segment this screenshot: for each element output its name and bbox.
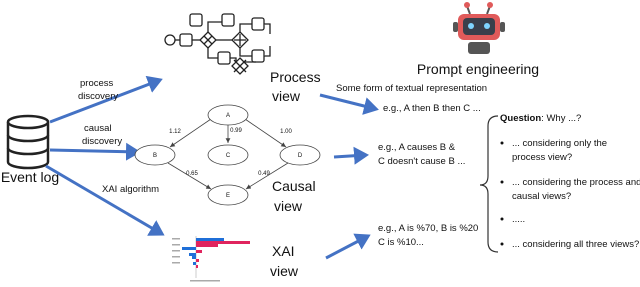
prompt-subtitle: Some form of textual representation (336, 83, 487, 94)
algorithm-label: XAI algorithm (102, 184, 159, 195)
view-label: Process (270, 69, 321, 85)
node-label: A (226, 113, 230, 119)
edge (244, 118, 287, 148)
view-label: view (272, 88, 301, 104)
example-text: C doesn't cause B ... (378, 156, 465, 167)
algorithm-label: discovery (82, 136, 122, 147)
arrow (45, 164, 165, 236)
node (207, 144, 249, 166)
example-text: e.g., A causes B & (378, 142, 456, 153)
edge-label: 1.00 (280, 129, 292, 135)
bullet (500, 180, 504, 184)
algorithm-label: discovery (78, 91, 118, 102)
arrow (49, 75, 163, 124)
arrow (319, 93, 379, 115)
node-label: D (298, 153, 303, 159)
edge-label: 0.49 (258, 171, 270, 177)
question-item: ..... (512, 214, 525, 225)
node-label: C (226, 153, 231, 159)
bullet (500, 242, 504, 246)
robot-icon (453, 2, 505, 54)
edge (169, 118, 212, 148)
example-text: e.g., A then B then C ... (383, 103, 481, 114)
edge (167, 162, 212, 190)
edge (245, 162, 289, 190)
brace (479, 115, 499, 253)
question-text: : Why ...? (541, 113, 581, 124)
prompt-title: Prompt engineering (417, 61, 539, 77)
view-label: Causal (272, 178, 316, 194)
edge-label: 1.12 (169, 129, 181, 135)
causal-graph: A B C D E 1.12 0.99 1.00 0.65 0.49 (134, 104, 321, 206)
arrow (49, 142, 141, 161)
node (207, 104, 249, 126)
question-item: ... considering all three views? (512, 239, 639, 250)
view-label: view (270, 263, 299, 279)
algorithm-label: process (80, 78, 114, 89)
question-item: ... considering only the (512, 138, 607, 149)
question-item: causal views? (512, 191, 571, 202)
arrow (325, 233, 371, 260)
algorithm-label: causal (84, 123, 111, 134)
example-text: C is %10... (378, 237, 424, 248)
example-text: e.g., A is %70, B is %20 (378, 223, 478, 234)
bullet (500, 141, 504, 145)
database-icon (6, 114, 50, 170)
question-item: process view? (512, 152, 572, 163)
view-label: XAI (272, 243, 295, 259)
arrow (333, 146, 369, 165)
edge-label: 0.65 (186, 171, 198, 177)
process-model-icon (164, 13, 271, 75)
xai-chart-icon (172, 236, 250, 282)
node (279, 144, 321, 166)
question-label: Question (500, 113, 541, 124)
node-label: B (153, 153, 157, 159)
edge-label: 0.99 (230, 128, 242, 134)
node-label: E (226, 193, 230, 199)
event-log-label: Event log (1, 169, 59, 185)
question-item: ... considering the process and (512, 177, 640, 188)
view-label: view (274, 198, 303, 214)
node (207, 184, 249, 206)
question: Question: Why ...? (500, 113, 581, 124)
bullet (500, 217, 504, 221)
node (134, 144, 176, 166)
